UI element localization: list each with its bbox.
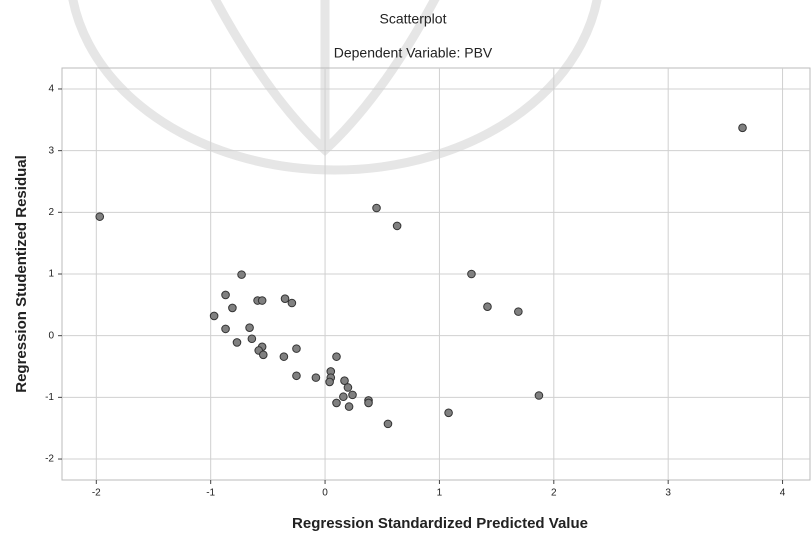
point <box>232 338 242 347</box>
point <box>467 269 476 279</box>
point <box>292 344 301 353</box>
x-tick-label: 0 <box>322 488 328 499</box>
point <box>292 371 301 381</box>
x-tick-label: 4 <box>780 488 786 499</box>
x-tick-label: 1 <box>437 488 443 499</box>
point <box>444 408 453 418</box>
point <box>279 352 289 361</box>
point <box>364 398 373 408</box>
point <box>372 203 381 213</box>
point <box>311 373 321 382</box>
x-tick-label: -2 <box>92 488 101 499</box>
watermark-arc <box>68 0 602 175</box>
chart-subtitle: Dependent Variable: PBV <box>334 45 493 61</box>
point <box>325 377 334 387</box>
point <box>383 419 393 429</box>
point <box>343 383 353 392</box>
point <box>257 296 267 305</box>
y-tick-label: 1 <box>48 269 54 280</box>
point <box>280 294 290 303</box>
point <box>514 307 523 316</box>
y-tick-label: 3 <box>48 145 54 156</box>
point <box>221 324 230 334</box>
y-tick-label: 0 <box>48 330 54 341</box>
point <box>258 350 268 360</box>
point <box>339 392 348 402</box>
y-tick-label: -2 <box>45 454 54 465</box>
point <box>344 402 354 411</box>
x-tick-label: -1 <box>206 488 215 499</box>
y-tick-label: -1 <box>45 392 54 403</box>
point <box>738 123 747 133</box>
y-axis-title: Regression Studentized Residual <box>13 155 30 393</box>
point <box>287 298 297 308</box>
point <box>534 391 544 400</box>
x-tick-label: 3 <box>665 488 671 499</box>
point <box>392 221 402 231</box>
chart-title: Scatterplot <box>380 11 447 27</box>
x-tick-label: 2 <box>551 488 557 499</box>
point <box>245 323 254 332</box>
point <box>95 212 105 221</box>
point <box>348 390 357 400</box>
point <box>237 270 246 279</box>
point <box>228 303 237 313</box>
point <box>332 398 341 408</box>
watermark <box>68 0 602 175</box>
point <box>209 311 219 321</box>
y-tick-label: 4 <box>48 84 54 95</box>
y-tick-label: 2 <box>48 207 54 218</box>
point <box>247 334 257 344</box>
point <box>340 376 349 386</box>
point <box>221 290 230 300</box>
x-axis-title: Regression Standardized Predicted Value <box>292 515 588 532</box>
point <box>332 352 341 361</box>
point <box>483 302 492 311</box>
